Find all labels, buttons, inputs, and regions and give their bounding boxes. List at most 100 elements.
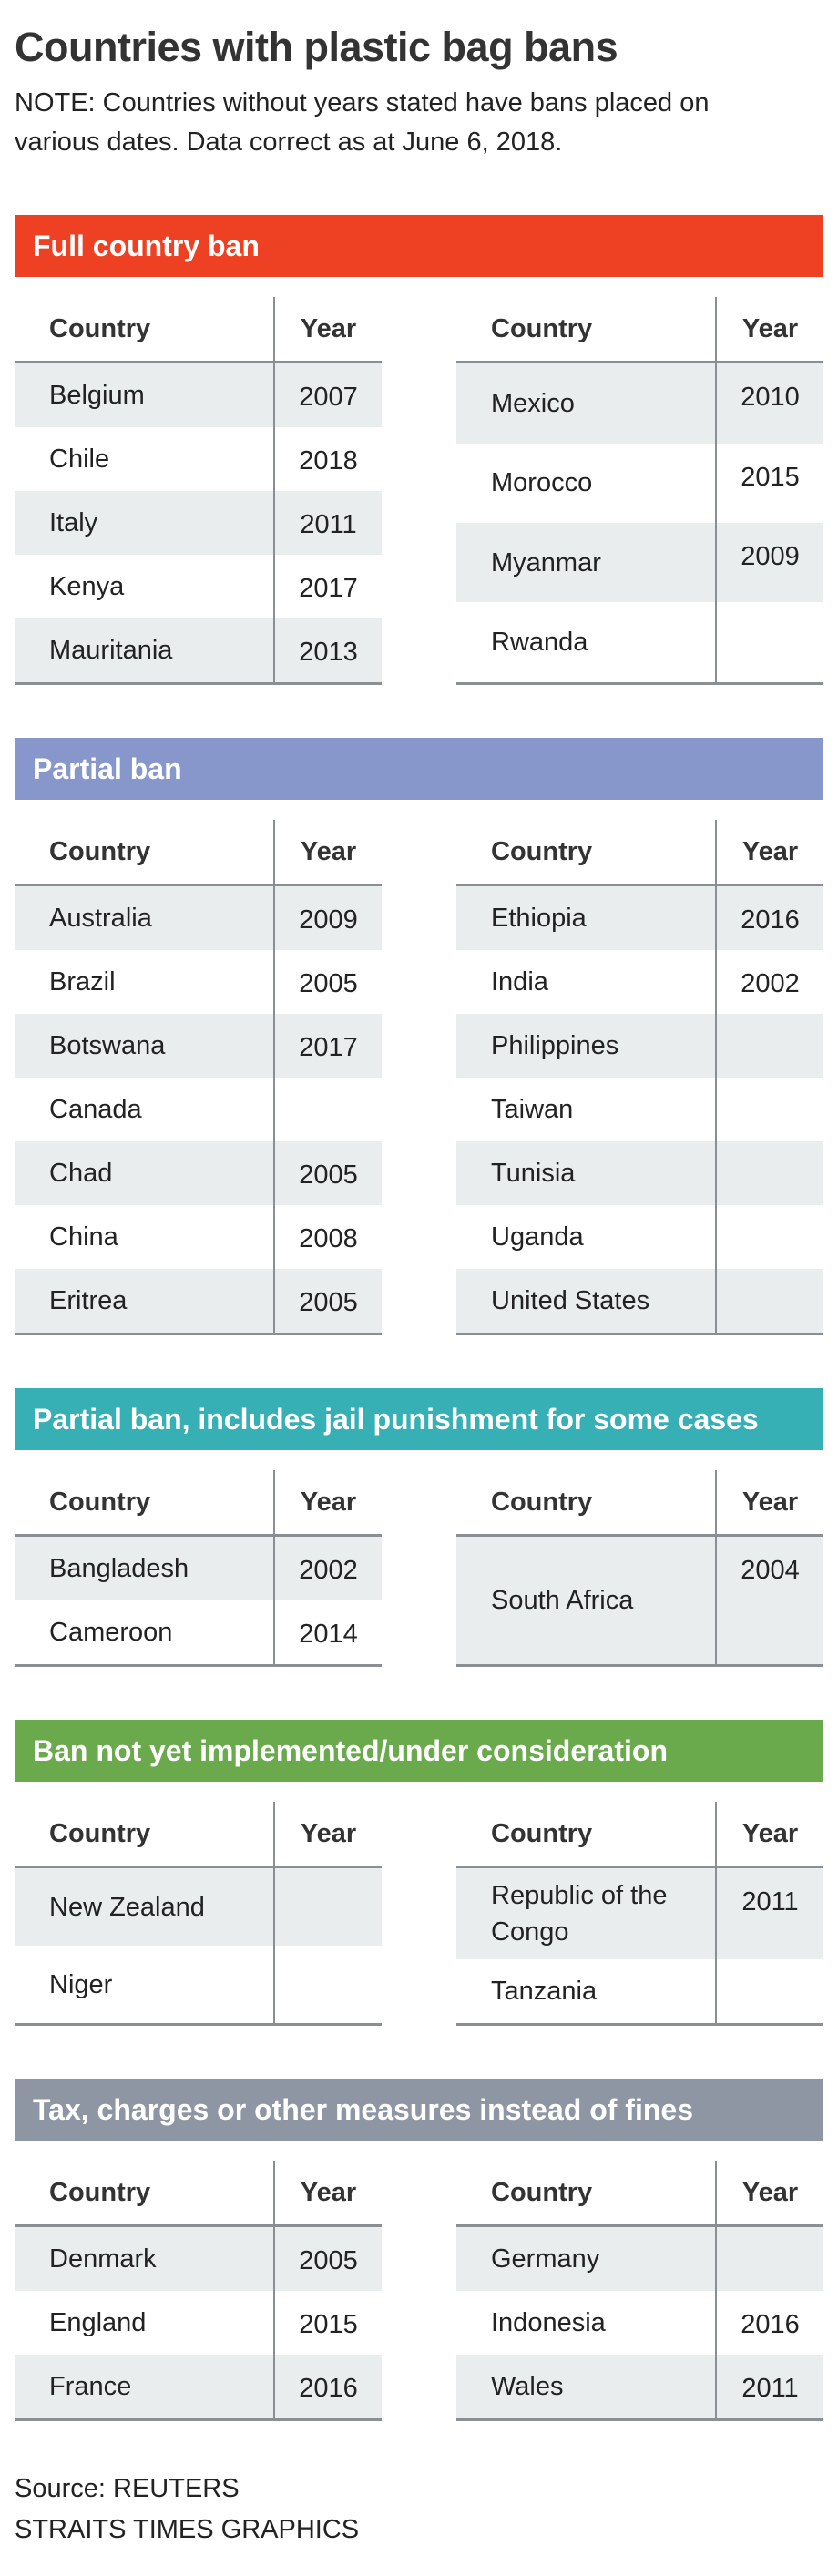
column-header: Country: [15, 2161, 274, 2227]
column-header: Year: [273, 820, 382, 886]
table-body: Bangladesh 2002 Cameroon 2014: [15, 1535, 382, 1667]
credit: STRAITS TIMES GRAPHICS: [15, 2515, 360, 2544]
table-body: Mexico 2010 Morocco 2015 Myanmar 2009 Rwanda: [456, 362, 823, 686]
country: Denmark: [15, 2225, 274, 2291]
header-row: Country Year: [456, 1470, 823, 1537]
country: Indonesia: [491, 2308, 606, 2337]
year: 2016: [715, 2291, 823, 2355]
table: Country Year Republic of the Congo 2011 Tanz…: [456, 1802, 823, 2026]
header-row: Country Year: [456, 2161, 823, 2227]
column-header: Country: [15, 820, 274, 886]
row: China 2008: [15, 1205, 382, 1269]
table-head: Country Year: [15, 297, 382, 363]
country: Eritrea: [15, 1269, 274, 1335]
row: Eritrea 2005: [15, 1269, 382, 1335]
row: Tunisia: [456, 1141, 823, 1205]
table-head: Country Year: [15, 1802, 382, 1868]
country: Belgium: [15, 362, 274, 427]
country: Germany: [456, 2225, 716, 2291]
table-body: Republic of the Congo 2011 Tanzania: [456, 1866, 823, 2026]
section: Full country ban Country Year Belgium 2007 Ch…: [15, 215, 823, 686]
row: Belgium 2007: [15, 362, 382, 427]
title: Countries with plastic bag bans: [15, 24, 618, 70]
column-header: Country: [15, 297, 274, 363]
year: 2017: [273, 1014, 382, 1078]
country: South Africa: [456, 1535, 716, 1667]
table-head: Country Year: [456, 1470, 823, 1537]
column-header: Year: [715, 820, 823, 886]
column-header: Country: [15, 1802, 274, 1868]
year: 2005: [273, 950, 382, 1014]
table-head: Country Year: [15, 1470, 382, 1537]
year: [273, 1946, 382, 2026]
row: Myanmar 2009: [456, 522, 823, 603]
year: [715, 1205, 823, 1269]
country: Kenya: [49, 572, 125, 601]
column-header: Year: [273, 1470, 382, 1537]
section-heading: Tax, charges or other measures instead o…: [15, 2079, 823, 2141]
country: Wales: [456, 2355, 716, 2421]
year: 2011: [273, 491, 382, 555]
year: [273, 1866, 382, 1946]
year: 2015: [715, 443, 823, 523]
country: Italy: [15, 491, 274, 555]
year: 2011: [715, 1866, 823, 1959]
year: [715, 1078, 823, 1141]
row: Italy 2011: [15, 491, 382, 555]
country: United States: [456, 1269, 716, 1335]
column-header: Year: [715, 1802, 823, 1868]
tables: Country Year New Zealand Niger Country Year Re…: [15, 1802, 823, 2026]
tables: Country Year Denmark 2005 England 2015 France 2…: [15, 2161, 823, 2421]
row: Republic of the Congo 2011: [456, 1866, 823, 1959]
country: Chile: [49, 445, 110, 474]
tables: Country Year Bangladesh 2002 Cameroon 2014 Cou…: [15, 1470, 823, 1667]
section: Ban not yet implemented/under considerat…: [15, 1720, 823, 2026]
footer: Source: REUTERS STRAITS TIMES GRAPHICS: [15, 2469, 823, 2550]
table: Country Year Germany Indonesia 2016 Wales 2011: [456, 2161, 823, 2421]
column-header: Year: [273, 1802, 382, 1868]
note: NOTE: Countries without years stated hav…: [15, 88, 710, 157]
row: Bangladesh 2002: [15, 1535, 382, 1600]
country: Canada: [49, 1095, 142, 1124]
country: India: [491, 967, 548, 997]
table-head: Country Year: [456, 1802, 823, 1868]
tables: Country Year Belgium 2007 Chile 2018 Italy 2011…: [15, 297, 823, 686]
year: 2007: [273, 362, 382, 427]
sections: Full country ban Country Year Belgium 2007 Ch…: [15, 215, 823, 2421]
row: Brazil 2005: [15, 950, 382, 1014]
row: Germany: [456, 2225, 823, 2291]
year: 2014: [273, 1600, 382, 1667]
row: Cameroon 2014: [15, 1600, 382, 1667]
section-heading: Partial ban: [15, 738, 823, 800]
table: Country Year Mexico 2010 Morocco 2015 Myanmar 2…: [456, 297, 823, 686]
year: 2005: [273, 1269, 382, 1335]
country: Niger: [15, 1946, 274, 2026]
year: [715, 1014, 823, 1078]
year: [715, 1141, 823, 1205]
year: 2018: [273, 427, 382, 491]
row: Australia 2009: [15, 884, 382, 950]
section: Tax, charges or other measures instead o…: [15, 2079, 823, 2421]
table: Country Year Bangladesh 2002 Cameroon 2014: [15, 1470, 382, 1667]
country: Morocco: [491, 468, 593, 498]
table-body: Australia 2009 Brazil 2005 Botswana 2017 Canad…: [15, 884, 382, 1335]
row: Philippines: [456, 1014, 823, 1078]
country: England: [49, 2308, 147, 2337]
year: 2009: [273, 884, 382, 950]
year: 2005: [273, 1141, 382, 1205]
row: England 2015: [15, 2291, 382, 2355]
country: Myanmar: [456, 522, 716, 603]
year: 2002: [273, 1535, 382, 1600]
country: Taiwan: [491, 1095, 574, 1124]
table: Country Year Australia 2009 Brazil 2005 Botswa…: [15, 820, 382, 1335]
year: 2010: [715, 362, 823, 444]
country: New Zealand: [15, 1866, 274, 1946]
row: Morocco 2015: [456, 443, 823, 523]
table-body: Belgium 2007 Chile 2018 Italy 2011 Kenya 2017 Ma…: [15, 362, 382, 685]
year: [715, 2225, 823, 2291]
row: Kenya 2017: [15, 555, 382, 618]
column-header: Year: [273, 297, 382, 363]
row: France 2016: [15, 2355, 382, 2421]
country: Mexico: [456, 362, 716, 444]
